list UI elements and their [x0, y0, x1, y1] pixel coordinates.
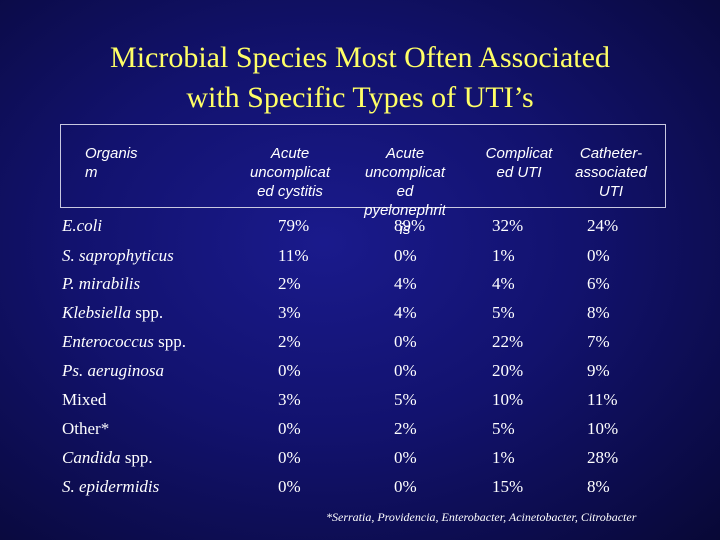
footnote: *Serratia, Providencia, Enterobacter, Ac… — [326, 510, 637, 524]
percentage-cell: 20% — [492, 361, 524, 380]
percentage-cell: 0% — [278, 419, 301, 438]
percentage-cell: 2% — [278, 332, 301, 351]
percentage-cell: 6% — [587, 274, 610, 293]
percentage-cell: 11% — [278, 246, 309, 265]
percentage-cell: 5% — [394, 390, 417, 409]
percentage-cell: 0% — [278, 448, 301, 467]
organism-name: E.coli — [62, 216, 103, 235]
percentage-cell: 2% — [278, 274, 301, 293]
percentage-cell: 15% — [492, 477, 524, 496]
header-box — [60, 124, 666, 208]
percentage-cell: 10% — [492, 390, 524, 409]
organism-name: Ps. aeruginosa — [62, 361, 164, 380]
percentage-cell: 89% — [394, 216, 426, 235]
organism-name: S. epidermidis — [62, 477, 160, 496]
percentage-cell: 1% — [492, 246, 515, 265]
percentage-cell: 4% — [492, 274, 515, 293]
organism-name: Klebsiella spp. — [62, 303, 164, 322]
title-line-2: with Specific Types of UTI’s — [186, 81, 534, 114]
percentage-cell: 24% — [587, 216, 619, 235]
organism-name: P. mirabilis — [62, 274, 141, 293]
percentage-cell: 4% — [394, 303, 417, 322]
percentage-cell: 11% — [587, 390, 618, 409]
percentage-cell: 22% — [492, 332, 524, 351]
percentage-cell: 3% — [278, 390, 301, 409]
percentage-cell: 9% — [587, 361, 610, 380]
percentage-cell: 5% — [492, 303, 515, 322]
percentage-cell: 5% — [492, 419, 515, 438]
percentage-cell: 28% — [587, 448, 619, 467]
header-acute-cystitis: Acute uncomplicat ed cystitis — [249, 145, 331, 200]
percentage-cell: 0% — [394, 246, 417, 265]
organism-name: Other* — [62, 419, 110, 438]
percentage-cell: 8% — [587, 477, 610, 496]
percentage-cell: 3% — [278, 303, 301, 322]
percentage-cell: 1% — [492, 448, 515, 467]
header-organism: Organis m — [85, 145, 138, 181]
percentage-cell: 0% — [394, 477, 417, 496]
organism-name: Mixed — [62, 390, 107, 409]
title-line-1: Microbial Species Most Often Associated — [110, 41, 610, 74]
percentage-cell: 0% — [278, 361, 301, 380]
percentage-cell: 79% — [278, 216, 310, 235]
percentage-cell: 4% — [394, 274, 417, 293]
organism-name: Candida spp. — [62, 448, 153, 467]
percentage-cell: 0% — [278, 477, 301, 496]
percentage-cell: 0% — [394, 332, 417, 351]
percentage-cell: 0% — [587, 246, 610, 265]
percentage-cell: 0% — [394, 361, 417, 380]
percentage-cell: 0% — [394, 448, 417, 467]
percentage-cell: 32% — [492, 216, 524, 235]
percentage-cell: 10% — [587, 419, 619, 438]
header-catheter-uti: Catheter- associated UTI — [575, 145, 647, 200]
header-acute-pyelonephritis: Acute uncomplicat ed pyelonephrit is — [364, 145, 446, 238]
percentage-cell: 7% — [587, 332, 610, 351]
percentage-cell: 2% — [394, 419, 417, 438]
organism-name: S. saprophyticus — [62, 246, 174, 265]
organism-name: Enterococcus spp. — [62, 332, 187, 351]
percentage-cell: 8% — [587, 303, 610, 322]
header-complicated-uti: Complicat ed UTI — [485, 145, 553, 181]
